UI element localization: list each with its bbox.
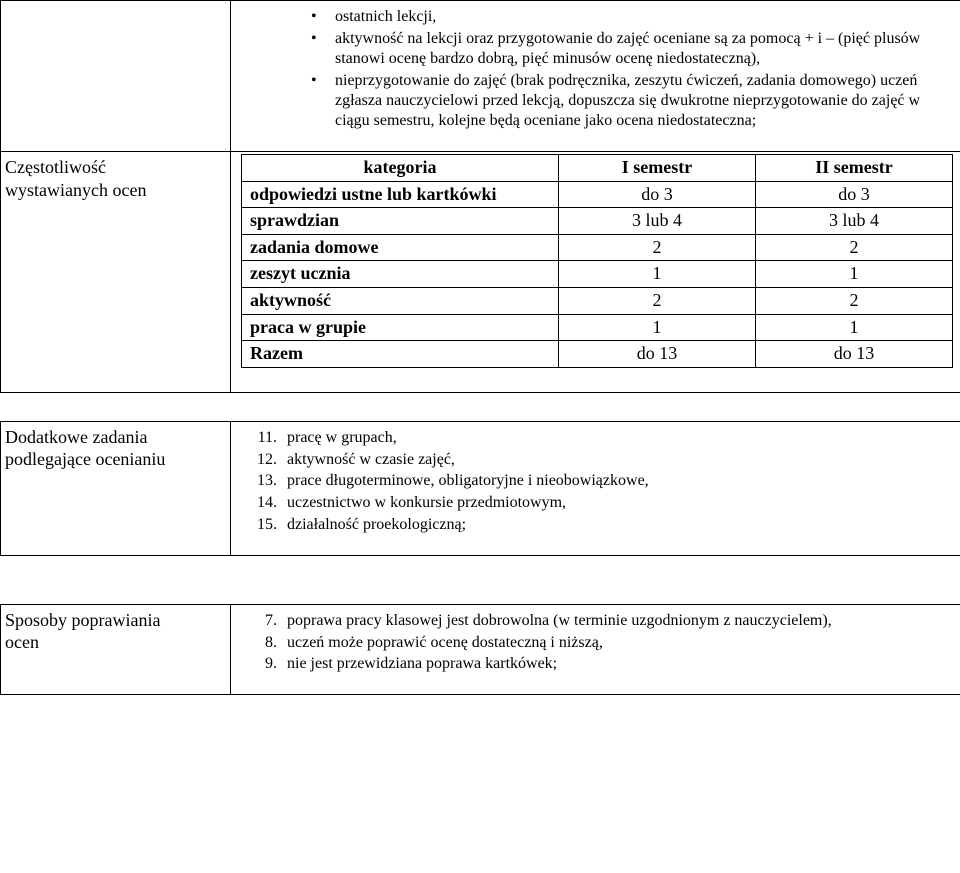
freq-row: praca w grupie 1 1 (242, 314, 953, 341)
table-row: ostatnich lekcji, aktywność na lekcji or… (1, 1, 960, 152)
freq-header-sem2: II semestr (756, 155, 953, 182)
row2-left: Częstotliwość wystawianych ocen (1, 152, 231, 393)
list-item: nie jest przewidziana poprawa kartkówek; (281, 654, 950, 675)
bullet-text: aktywność na lekcji oraz przygotowanie d… (335, 30, 920, 67)
freq-row: zeszyt ucznia 1 1 (242, 261, 953, 288)
freq-s1: 3 lub 4 (559, 208, 756, 235)
freq-s2: do 3 (756, 181, 953, 208)
list-text: działalność proekologiczną; (287, 516, 466, 533)
row1-right: ostatnich lekcji, aktywność na lekcji or… (231, 1, 960, 152)
row3-left: Dodatkowe zadania podlegające ocenianiu (1, 421, 231, 555)
list-text: pracę w grupach, (287, 429, 397, 446)
page: ostatnich lekcji, aktywność na lekcji or… (0, 0, 960, 695)
table-row: Dodatkowe zadania podlegające ocenianiu … (1, 421, 960, 555)
list-item: uczestnictwo w konkursie przedmiotowym, (281, 493, 950, 514)
list-item: nieprzygotowanie do zajęć (brak podręczn… (311, 71, 950, 131)
freq-name: aktywność (242, 287, 559, 314)
list-item: aktywność na lekcji oraz przygotowanie d… (311, 29, 950, 69)
freq-name: praca w grupie (242, 314, 559, 341)
bullet-list: ostatnich lekcji, aktywność na lekcji or… (241, 7, 950, 131)
freq-s2: 1 (756, 261, 953, 288)
freq-s1: 2 (559, 234, 756, 261)
list-item: prace długoterminowe, obligatoryjne i ni… (281, 471, 950, 492)
table-row: Sposoby poprawiania ocen poprawa pracy k… (1, 604, 960, 694)
list-text: uczeń może poprawić ocenę dostateczną i … (287, 634, 603, 651)
list-item: aktywność w czasie zajęć, (281, 450, 950, 471)
freq-s2: 2 (756, 234, 953, 261)
list-text: uczestnictwo w konkursie przedmiotowym, (287, 494, 566, 511)
freq-header-sem1: I semestr (559, 155, 756, 182)
bullet-text: ostatnich lekcji, (335, 8, 436, 25)
row2-right: kategoria I semestr II semestr odpowiedz… (231, 152, 960, 393)
list-text: prace długoterminowe, obligatoryjne i ni… (287, 472, 649, 489)
frequency-table: kategoria I semestr II semestr odpowiedz… (241, 154, 953, 368)
freq-s1: 2 (559, 287, 756, 314)
row4-left: Sposoby poprawiania ocen (1, 604, 231, 694)
extra-label-1: Dodatkowe zadania (5, 427, 147, 447)
fix-list: poprawa pracy klasowej jest dobrowolna (… (241, 611, 950, 675)
outer-table: ostatnich lekcji, aktywność na lekcji or… (0, 0, 960, 695)
row1-left (1, 1, 231, 152)
freq-row: aktywność 2 2 (242, 287, 953, 314)
freq-header-kategoria: kategoria (242, 155, 559, 182)
list-text: aktywność w czasie zajęć, (287, 451, 455, 468)
list-item: pracę w grupach, (281, 428, 950, 449)
freq-s2: 3 lub 4 (756, 208, 953, 235)
freq-name: Razem (242, 341, 559, 368)
list-text: poprawa pracy klasowej jest dobrowolna (… (287, 612, 832, 629)
fix-label-2: ocen (5, 632, 39, 652)
freq-row: sprawdzian 3 lub 4 3 lub 4 (242, 208, 953, 235)
freq-header-row: kategoria I semestr II semestr (242, 155, 953, 182)
extra-label-2: podlegające ocenianiu (5, 449, 165, 469)
fix-label-1: Sposoby poprawiania (5, 610, 160, 630)
freq-name: zeszyt ucznia (242, 261, 559, 288)
list-item: ostatnich lekcji, (311, 7, 950, 27)
list-item: poprawa pracy klasowej jest dobrowolna (… (281, 611, 950, 632)
list-item: działalność proekologiczną; (281, 515, 950, 536)
row4-right: poprawa pracy klasowej jest dobrowolna (… (231, 604, 960, 694)
freq-name: odpowiedzi ustne lub kartkówki (242, 181, 559, 208)
freq-s1: 1 (559, 261, 756, 288)
bullet-text: nieprzygotowanie do zajęć (brak podręczn… (335, 72, 920, 129)
row3-right: pracę w grupach, aktywność w czasie zaję… (231, 421, 960, 555)
freq-label-2: wystawianych ocen (5, 180, 146, 200)
freq-s1: 1 (559, 314, 756, 341)
freq-s2: 1 (756, 314, 953, 341)
freq-s1: do 3 (559, 181, 756, 208)
freq-s2: do 13 (756, 341, 953, 368)
freq-name: sprawdzian (242, 208, 559, 235)
freq-name: zadania domowe (242, 234, 559, 261)
spacer-row (1, 555, 960, 604)
extra-list: pracę w grupach, aktywność w czasie zaję… (241, 428, 950, 536)
freq-s2: 2 (756, 287, 953, 314)
freq-row: odpowiedzi ustne lub kartkówki do 3 do 3 (242, 181, 953, 208)
freq-row: zadania domowe 2 2 (242, 234, 953, 261)
freq-row: Razem do 13 do 13 (242, 341, 953, 368)
freq-s1: do 13 (559, 341, 756, 368)
spacer-row (1, 392, 960, 421)
list-item: uczeń może poprawić ocenę dostateczną i … (281, 633, 950, 654)
list-text: nie jest przewidziana poprawa kartkówek; (287, 655, 557, 672)
table-row: Częstotliwość wystawianych ocen kategori… (1, 152, 960, 393)
freq-label-1: Częstotliwość (5, 157, 106, 177)
